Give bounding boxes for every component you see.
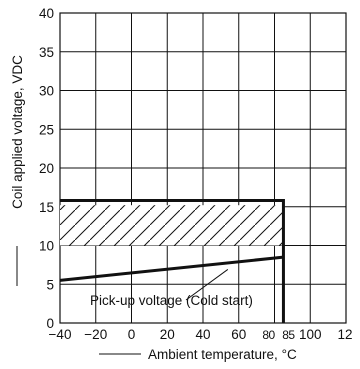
series-line-2: [60, 199, 285, 323]
hatched-region: [60, 205, 284, 246]
tick-labels: 0 5 10 15 20 25 30 35 40 −40 −20 0 20 40 60 80 85 100 12: [39, 6, 353, 342]
annotation-label: Pick-up voltage (Cold start): [90, 293, 253, 308]
series-layer: [59, 199, 285, 323]
x-tick-label: −20: [84, 327, 107, 342]
y-tick-label: 10: [39, 239, 54, 254]
y-tick-label: 0: [46, 316, 54, 331]
annotation-layer: Pick-up voltage (Cold start): [90, 269, 253, 308]
x-tick-label: 40: [195, 327, 210, 342]
x-tick-label: 0: [128, 327, 136, 342]
x-tick-label: −40: [49, 327, 72, 342]
y-tick-label: 15: [39, 200, 54, 215]
y-tick-label: 40: [39, 6, 54, 21]
y-axis-title: Coil applied voltage, VDC: [10, 55, 25, 286]
y-tick-label: 35: [39, 45, 54, 60]
x-tick-label: 60: [231, 327, 246, 342]
plot-frame: [59, 12, 347, 324]
x-tick-label: 100: [299, 327, 322, 342]
annotation-leader: [185, 269, 229, 301]
x-axis-label: Ambient temperature, °C: [148, 347, 297, 362]
y-tick-label: 5: [46, 277, 54, 292]
shaded-region-layer: [60, 205, 284, 246]
x-tick-label: 20: [160, 327, 175, 342]
y-tick-label: 20: [39, 161, 54, 176]
x-tick-label: 85: [282, 328, 295, 342]
x-axis-title: Ambient temperature, °C: [99, 347, 297, 362]
y-tick-label: 25: [39, 122, 54, 137]
y-axis-label: Coil applied voltage, VDC: [10, 55, 25, 209]
series-line-1: [59, 255, 284, 282]
y-tick-label: 30: [39, 84, 54, 99]
x-tick-label: 12: [337, 327, 352, 342]
x-tick-label: 80: [262, 328, 275, 342]
